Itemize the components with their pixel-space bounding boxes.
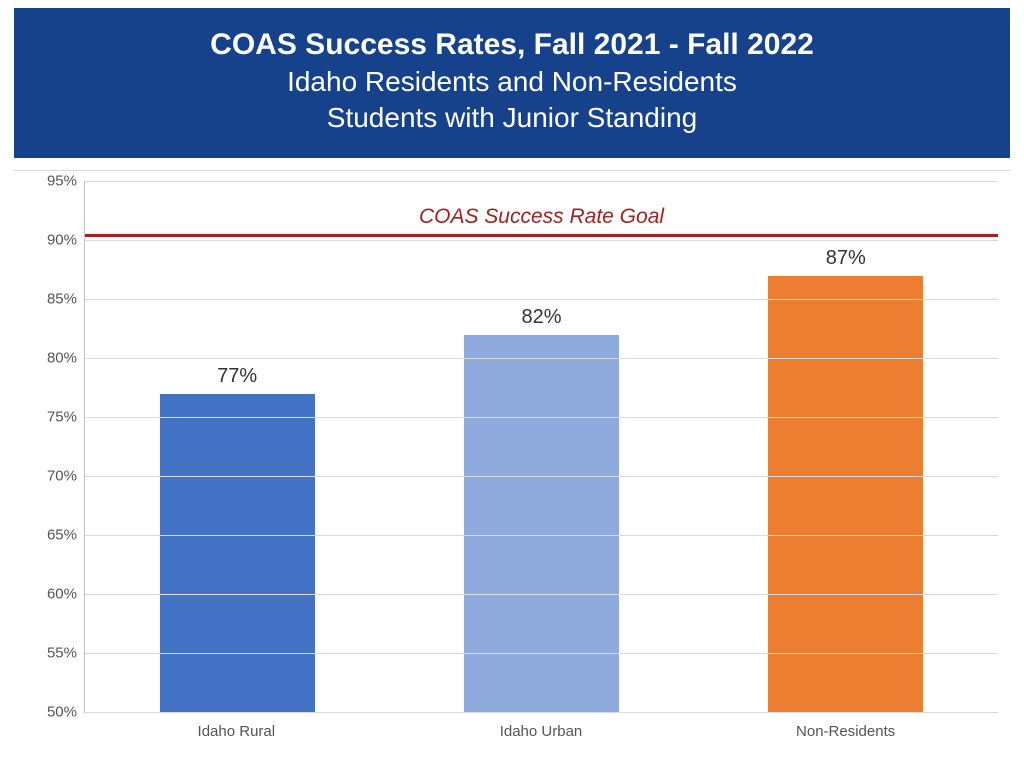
y-tick-label: 85% (31, 291, 77, 308)
grid-line (85, 417, 998, 418)
y-tick-label: 70% (31, 468, 77, 485)
grid-line (85, 535, 998, 536)
bar-value-label: 87% (826, 247, 866, 270)
y-tick-label: 50% (31, 704, 77, 721)
x-tick-label: Non-Residents (768, 715, 923, 759)
y-tick-label: 60% (31, 586, 77, 603)
y-tick-label: 55% (31, 645, 77, 662)
goal-label: COAS Success Rate Goal (85, 206, 998, 230)
grid-line (85, 653, 998, 654)
bar (768, 276, 923, 712)
y-tick-label: 90% (31, 232, 77, 249)
chart-area: 77% 82% 87% 50% 55% 60% 65% 70% 75% 80% 85% 90% 95%… (14, 170, 1010, 759)
grid-line (85, 240, 998, 241)
grid-line (85, 476, 998, 477)
y-tick-label: 75% (31, 409, 77, 426)
chart-header: COAS Success Rates, Fall 2021 - Fall 202… (14, 8, 1010, 158)
y-tick-label: 95% (31, 173, 77, 190)
grid-line (85, 299, 998, 300)
chart-container: COAS Success Rates, Fall 2021 - Fall 202… (0, 0, 1024, 773)
chart-subtitle-line2: Students with Junior Standing (34, 100, 990, 136)
plot-region: 77%82%87% 50%55%60%65%70%75%80%85%90%95%… (84, 181, 998, 713)
bar (160, 394, 315, 712)
y-tick-label: 65% (31, 527, 77, 544)
chart-title: COAS Success Rates, Fall 2021 - Fall 202… (34, 26, 990, 64)
bar-value-label: 77% (217, 365, 257, 388)
chart-subtitle-line1: Idaho Residents and Non-Residents (34, 64, 990, 100)
bar-value-label: 82% (521, 306, 561, 329)
bar (464, 335, 619, 712)
x-tick-label: Idaho Urban (463, 715, 618, 759)
bar-slot: 87% (768, 181, 923, 712)
goal-line (85, 234, 998, 237)
bars-group: 77% 82% 87% (85, 181, 998, 712)
bar-slot: 82% (464, 181, 619, 712)
grid-line (85, 358, 998, 359)
grid-line (85, 712, 998, 713)
x-tick-label: Idaho Rural (159, 715, 314, 759)
y-tick-label: 80% (31, 350, 77, 367)
x-axis-labels: Idaho Rural Idaho Urban Non-Residents (84, 715, 998, 759)
grid-line (85, 181, 998, 182)
grid-line (85, 594, 998, 595)
bar-slot: 77% (160, 181, 315, 712)
